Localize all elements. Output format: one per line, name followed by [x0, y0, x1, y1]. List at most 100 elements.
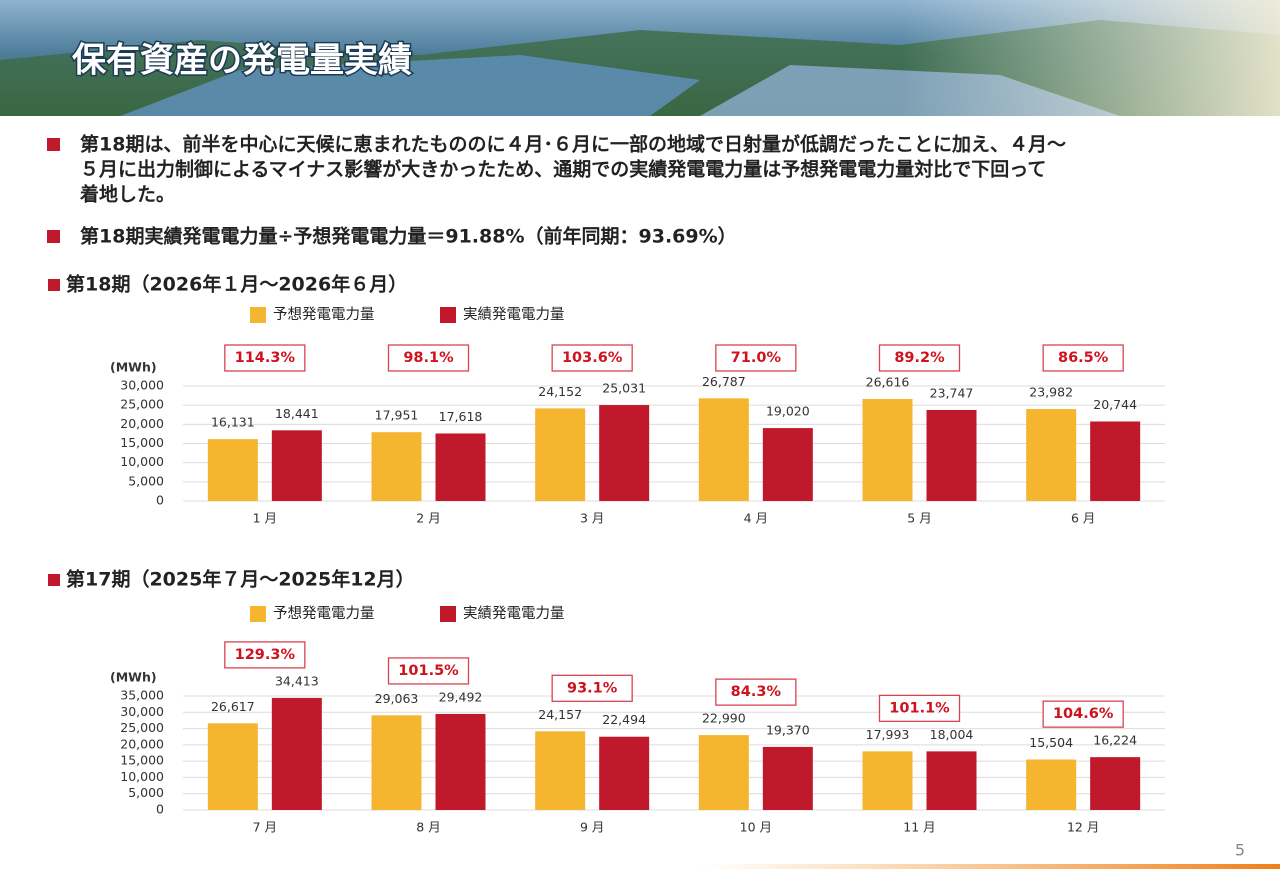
ratio-label: 86.5%	[1058, 350, 1109, 366]
bar	[371, 432, 422, 501]
ratio-label: 101.5%	[398, 663, 459, 679]
bar	[1090, 421, 1141, 501]
legend-label: 実績発電電力量	[463, 605, 565, 622]
value-label: 19,370	[766, 722, 810, 737]
ratio-box	[715, 678, 797, 706]
chart-title: 第18期（2026年１月～2026年６月）	[66, 273, 407, 296]
bar	[762, 428, 813, 501]
page-title: 保有資産の発電量実績	[72, 41, 412, 81]
x-tick-label: 6 月	[1071, 511, 1095, 526]
x-tick-label: 12 月	[1067, 820, 1099, 835]
legend-label: 実績発電電力量	[463, 306, 565, 323]
y-tick-label: 5,000	[128, 473, 164, 488]
y-tick-label: 20,000	[120, 736, 164, 751]
y-axis-label: (MWh)	[110, 360, 157, 375]
bar	[599, 405, 650, 501]
value-label: 16,131	[211, 415, 255, 430]
x-tick-label: 4 月	[744, 511, 768, 526]
x-tick-label: 3 月	[580, 511, 604, 526]
y-tick-label: 10,000	[120, 769, 164, 784]
chart-title: 第17期（2025年７月～2025年12月）	[66, 568, 415, 591]
legend-label: 予想発電電力量	[273, 605, 375, 622]
bullet-text: 着地した。	[80, 183, 175, 206]
y-tick-label: 15,000	[120, 753, 164, 768]
value-label: 29,063	[375, 691, 419, 706]
ratio-label: 101.1%	[889, 700, 950, 716]
bullet-text: 第18期実績発電電力量÷予想発電電力量＝91.88%（前年同期：93.69%）	[80, 225, 737, 248]
bar	[926, 751, 977, 810]
x-tick-label: 10 月	[740, 820, 772, 835]
value-label: 34,413	[275, 673, 319, 688]
ratio-label: 129.3%	[235, 647, 296, 663]
y-tick-label: 30,000	[120, 704, 164, 719]
value-label: 29,492	[439, 689, 483, 704]
bar	[207, 723, 258, 810]
ratio-label: 89.2%	[894, 350, 945, 366]
value-label: 18,441	[275, 406, 319, 421]
bullet-marker	[47, 138, 60, 151]
value-label: 26,616	[866, 374, 910, 389]
value-label: 17,993	[866, 727, 910, 742]
page-number: 5	[1235, 841, 1245, 860]
bar	[535, 408, 586, 501]
value-label: 19,020	[766, 404, 810, 419]
ratio-box	[224, 641, 306, 669]
ratio-label: 84.3%	[731, 684, 782, 700]
bar	[698, 398, 749, 501]
bar	[599, 736, 650, 810]
legend-swatch	[250, 307, 266, 323]
value-label: 22,990	[702, 711, 746, 726]
bar	[435, 433, 486, 501]
ratio-box	[551, 674, 633, 702]
ratio-box	[1042, 344, 1124, 372]
ratio-box	[551, 344, 633, 372]
value-label: 17,618	[439, 409, 483, 424]
value-label: 22,494	[602, 712, 646, 727]
value-label: 23,747	[930, 385, 974, 400]
x-tick-label: 11 月	[903, 820, 935, 835]
value-label: 23,982	[1029, 385, 1073, 400]
ratio-label: 104.6%	[1053, 706, 1114, 722]
ratio-box	[878, 344, 961, 372]
y-tick-label: 20,000	[120, 416, 164, 431]
value-label: 24,157	[538, 707, 582, 722]
y-tick-label: 15,000	[120, 435, 164, 450]
x-tick-label: 9 月	[580, 820, 604, 835]
ratio-box	[387, 344, 470, 372]
ratio-box	[715, 344, 797, 372]
bar	[271, 430, 322, 501]
bullet-text: 第18期は、前半を中心に天候に恵まれたもののに４月･６月に一部の地域で日射量が低…	[80, 133, 1066, 156]
bullet-text: ５月に出力制御によるマイナス影響が大きかったため、通期での実績発電電力量は予想発…	[80, 158, 1046, 181]
section-marker	[48, 279, 60, 291]
bar	[371, 715, 422, 810]
bar	[862, 751, 913, 810]
banner: 保有資産の発電量実績	[0, 0, 1280, 116]
value-label: 26,787	[702, 374, 746, 389]
value-label: 16,224	[1093, 733, 1137, 748]
ratio-label: 114.3%	[235, 350, 296, 366]
bar	[271, 697, 322, 810]
value-label: 18,004	[930, 727, 974, 742]
value-label: 25,031	[602, 381, 646, 396]
value-label: 26,617	[211, 699, 255, 714]
bar	[862, 398, 913, 501]
legend-swatch	[440, 606, 456, 622]
bar	[762, 746, 813, 810]
legend-swatch	[250, 606, 266, 622]
ratio-label: 71.0%	[731, 350, 782, 366]
ratio-label: 103.6%	[562, 350, 623, 366]
bar	[926, 409, 977, 501]
y-tick-label: 25,000	[120, 720, 164, 735]
ratio-label: 93.1%	[567, 680, 618, 696]
y-tick-label: 35,000	[120, 688, 164, 703]
bar	[1026, 409, 1077, 501]
value-label: 17,951	[375, 408, 419, 423]
x-tick-label: 1 月	[253, 511, 277, 526]
legend-label: 予想発電電力量	[273, 306, 375, 323]
value-label: 15,504	[1029, 735, 1073, 750]
bar	[207, 439, 258, 501]
x-tick-label: 8 月	[416, 820, 440, 835]
ratio-label: 98.1%	[403, 350, 454, 366]
